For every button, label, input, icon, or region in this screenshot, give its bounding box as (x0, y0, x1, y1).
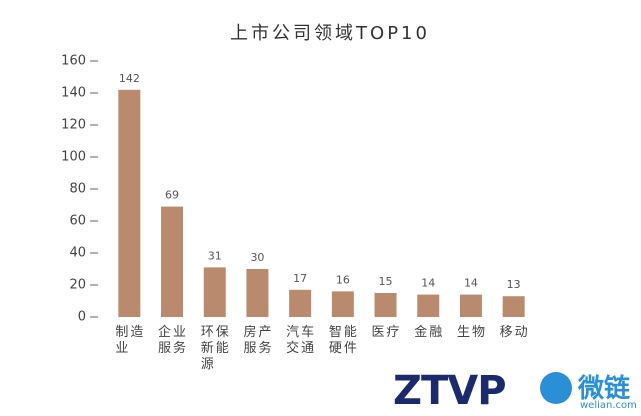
x-tick-label: 生物 (456, 325, 487, 340)
x-tick-label: 移动 (499, 325, 530, 340)
chart-title: 上市公司领域TOP10 (230, 23, 430, 44)
y-tick-label: 140 (61, 86, 86, 101)
x-tick-label: 医疗 (371, 325, 402, 340)
bar (459, 294, 482, 317)
x-tick-label: 制造业 (115, 325, 146, 356)
value-label: 31 (208, 249, 222, 262)
logo-right: 微链 (578, 374, 631, 404)
x-tick-label: 企业服务 (158, 325, 189, 356)
logo-right-sub: welian.com (580, 400, 637, 411)
value-label: 16 (336, 273, 350, 286)
x-tick-label: 环保新能源 (200, 325, 231, 372)
x-tick-label: 金融 (414, 325, 445, 340)
y-tick-label: 40 (69, 246, 86, 261)
logo-left: ZTVP (393, 368, 507, 414)
bar (203, 267, 226, 317)
bar (161, 206, 184, 317)
bar (118, 89, 141, 317)
value-label: 14 (421, 277, 435, 290)
value-label: 14 (464, 277, 478, 290)
bar (374, 293, 397, 317)
y-tick-label: 120 (61, 118, 86, 133)
value-label: 30 (250, 251, 264, 264)
y-tick-label: 60 (69, 214, 86, 229)
x-tick-label: 房产服务 (243, 325, 274, 356)
bar (417, 294, 440, 317)
value-label: 13 (507, 278, 521, 291)
x-tick-label: 汽车交通 (286, 325, 317, 356)
y-tick-label: 80 (69, 182, 86, 197)
value-label: 17 (293, 272, 307, 285)
x-tick-label: 智能硬件 (328, 325, 359, 356)
y-tick-label: 160 (61, 54, 86, 69)
value-label: 15 (379, 275, 393, 288)
bar (331, 291, 354, 317)
y-tick-label: 20 (69, 278, 86, 293)
bar (502, 296, 525, 317)
y-tick-label: 100 (61, 150, 86, 165)
logo-icon (540, 372, 572, 404)
bar (246, 269, 269, 317)
y-tick-label: 0 (78, 310, 86, 325)
bar (289, 289, 312, 317)
value-label: 69 (165, 189, 179, 202)
value-label: 142 (119, 72, 140, 85)
